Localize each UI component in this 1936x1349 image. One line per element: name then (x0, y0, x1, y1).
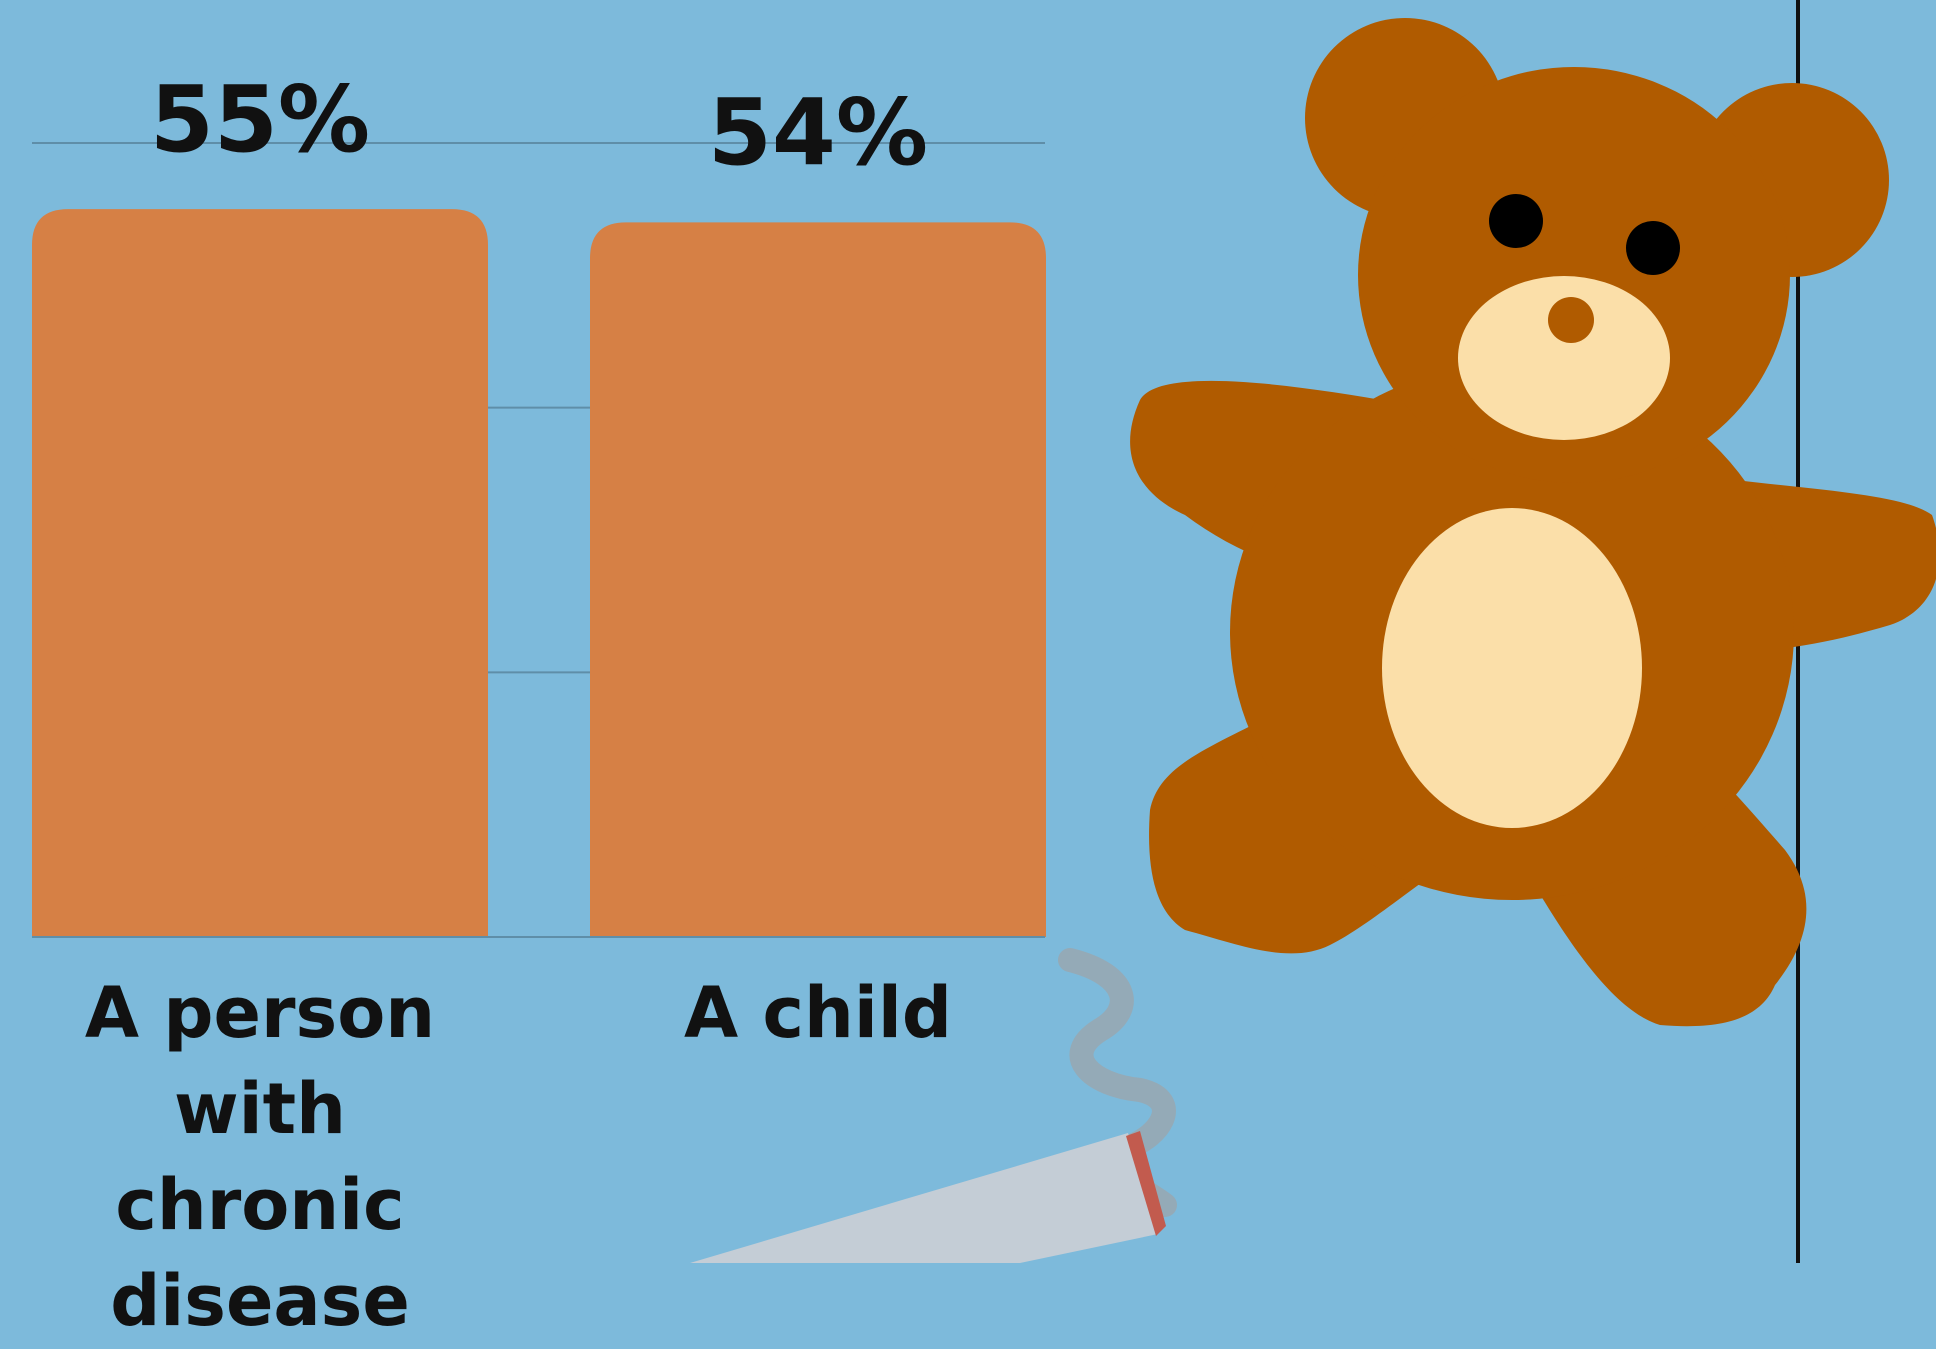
category-label-1: A person with chronic disease (0, 965, 528, 1349)
bar-1 (32, 209, 488, 937)
teddy-bear-icon (1130, 18, 1936, 1027)
category-label-line: A child (684, 972, 952, 1054)
bar-chart (32, 0, 1936, 1263)
data-label-2: 54% (707, 79, 929, 187)
infographic: 55% A person with chronic disease 54% A child (32, 0, 1936, 1342)
data-label-1: 55% (149, 66, 371, 174)
cigarette-icon (690, 1131, 1166, 1263)
bars (32, 209, 1046, 937)
category-label-line: A person with (84, 972, 436, 1150)
category-label-line: chronic (115, 1164, 405, 1246)
category-label-line: disease (110, 1260, 410, 1342)
bar-2 (590, 222, 1046, 937)
category-label-2: A child (550, 965, 1086, 1061)
